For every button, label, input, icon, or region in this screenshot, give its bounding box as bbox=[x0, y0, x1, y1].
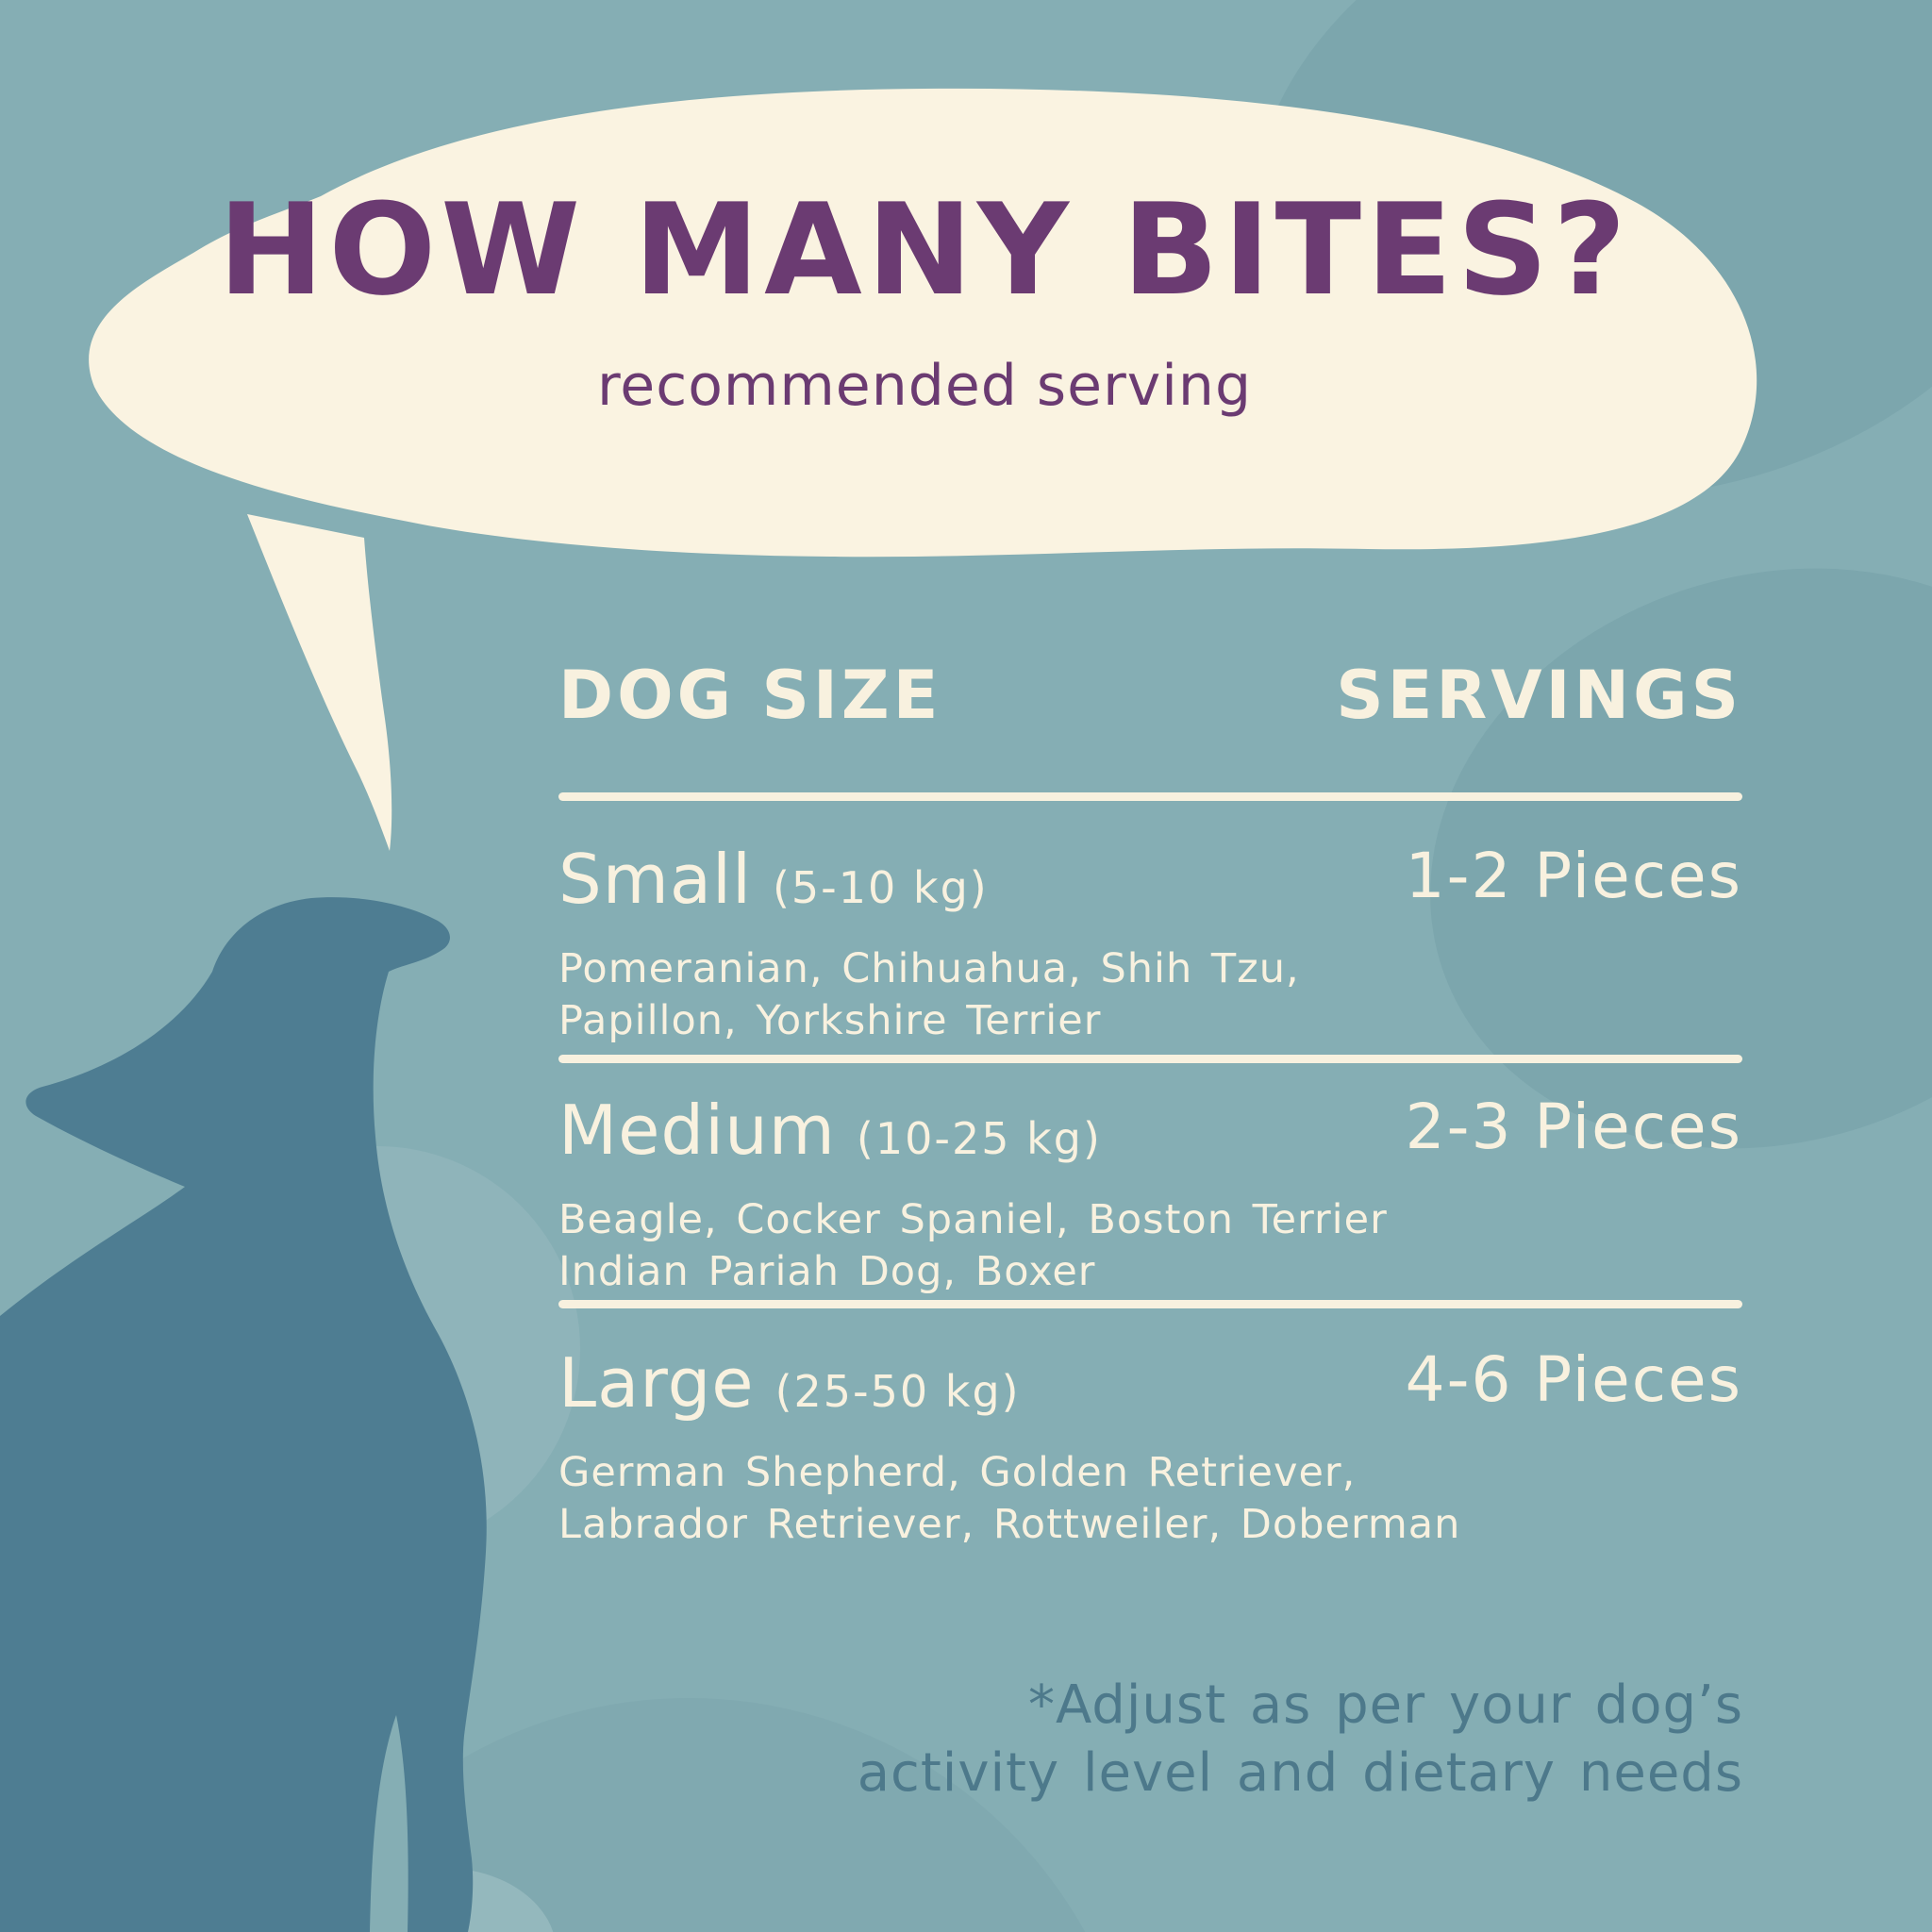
dog-size-label: Small bbox=[558, 840, 752, 919]
column-header-servings: SERVINGS bbox=[1336, 657, 1742, 734]
row-title: Large (25-50 kg) bbox=[558, 1343, 1742, 1423]
speech-bubble-tail bbox=[247, 514, 392, 851]
table-row-medium: Medium (10-25 kg) 2-3 Pieces Beagle, Coc… bbox=[558, 1091, 1742, 1298]
weight-range-label: (10-25 kg) bbox=[856, 1113, 1102, 1164]
row-title: Small (5-10 kg) bbox=[558, 840, 1742, 919]
weight-range-label: (25-50 kg) bbox=[774, 1366, 1021, 1417]
footnote: *Adjust as per your dog’s activity level… bbox=[858, 1672, 1743, 1807]
servings-value: 1-2 Pieces bbox=[1405, 840, 1742, 912]
dog-silhouette bbox=[0, 897, 487, 1932]
background-blob-right bbox=[1430, 568, 1932, 1149]
footnote-line: activity level and dietary needs bbox=[857, 1741, 1743, 1804]
table-row-large: Large (25-50 kg) 4-6 Pieces German Sheph… bbox=[558, 1343, 1742, 1551]
breeds-line: German Shepherd, Golden Retriever, bbox=[558, 1449, 1357, 1496]
speech-bubble-text: HOW MANY BITES? recommended serving bbox=[113, 187, 1736, 419]
row-divider bbox=[558, 1300, 1742, 1308]
column-header-dog-size: DOG SIZE bbox=[558, 657, 942, 734]
breeds-text: Pomeranian, Chihuahua, Shih Tzu, Papillo… bbox=[558, 943, 1742, 1047]
page-subtitle: recommended serving bbox=[596, 353, 1253, 419]
table-header-row: DOG SIZE SERVINGS bbox=[558, 657, 1742, 734]
row-divider bbox=[558, 1055, 1742, 1063]
speech-bubble bbox=[89, 88, 1757, 558]
servings-value: 2-3 Pieces bbox=[1405, 1091, 1742, 1163]
table-row-small: Small (5-10 kg) 1-2 Pieces Pomeranian, C… bbox=[558, 840, 1742, 1047]
breeds-text: Beagle, Cocker Spaniel, Boston Terrier I… bbox=[558, 1194, 1742, 1298]
breeds-line: Pomeranian, Chihuahua, Shih Tzu, bbox=[558, 945, 1300, 992]
footnote-line: *Adjust as per your dog’s bbox=[1027, 1674, 1743, 1736]
dog-size-label: Large bbox=[558, 1343, 755, 1423]
background-swirl-bottom bbox=[291, 1698, 1086, 1932]
servings-value: 4-6 Pieces bbox=[1405, 1343, 1742, 1416]
page-title: HOW MANY BITES? bbox=[218, 176, 1631, 324]
row-title: Medium (10-25 kg) bbox=[558, 1091, 1742, 1170]
dog-leg-notch bbox=[370, 1715, 408, 1932]
breeds-line: Labrador Retriever, Rottweiler, Doberman bbox=[558, 1501, 1461, 1549]
breeds-text: German Shepherd, Golden Retriever, Labra… bbox=[558, 1447, 1742, 1551]
breeds-line: Indian Pariah Dog, Boxer bbox=[558, 1248, 1096, 1296]
breeds-line: Papillon, Yorkshire Terrier bbox=[558, 997, 1102, 1045]
header-divider bbox=[558, 792, 1742, 801]
breeds-line: Beagle, Cocker Spaniel, Boston Terrier bbox=[558, 1196, 1388, 1243]
weight-range-label: (5-10 kg) bbox=[772, 862, 989, 913]
dog-size-label: Medium bbox=[558, 1091, 836, 1170]
